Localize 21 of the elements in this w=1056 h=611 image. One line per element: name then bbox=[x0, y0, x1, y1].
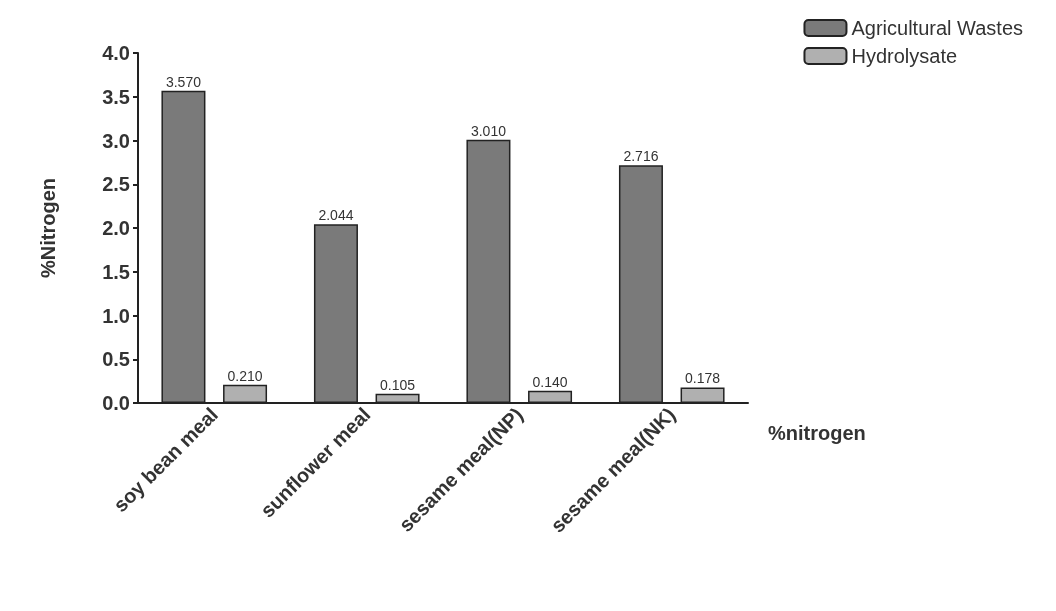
y-tick-label: 3.0 bbox=[102, 129, 130, 152]
data-label: 0.140 bbox=[532, 373, 568, 390]
data-label: 0.178 bbox=[685, 370, 721, 387]
y-tick-label: 1.0 bbox=[102, 304, 130, 327]
y-tick-label: 2.5 bbox=[102, 173, 130, 196]
y-axis-title: %Nitrogen bbox=[37, 178, 59, 278]
y-tick-label: 2.0 bbox=[102, 217, 130, 239]
y-tick-label: 0.0 bbox=[102, 392, 130, 414]
y-tick-label: 1.5 bbox=[102, 260, 130, 283]
x-axis-title: %nitrogen bbox=[768, 422, 866, 444]
y-tick-label: 3.5 bbox=[102, 85, 130, 108]
legend-label: Hydrolysate bbox=[851, 45, 958, 67]
data-label: 0.210 bbox=[227, 367, 263, 384]
data-label: 2.716 bbox=[623, 148, 659, 165]
y-tick-label: 4.0 bbox=[102, 42, 130, 64]
data-label: 2.044 bbox=[318, 207, 354, 224]
data-label: 3.010 bbox=[470, 122, 507, 139]
data-label: 0.105 bbox=[380, 376, 416, 393]
data-label: 3.570 bbox=[165, 73, 202, 90]
y-tick-label: 0.5 bbox=[102, 348, 130, 371]
legend-label: Agricultural Wastes bbox=[851, 17, 1024, 39]
